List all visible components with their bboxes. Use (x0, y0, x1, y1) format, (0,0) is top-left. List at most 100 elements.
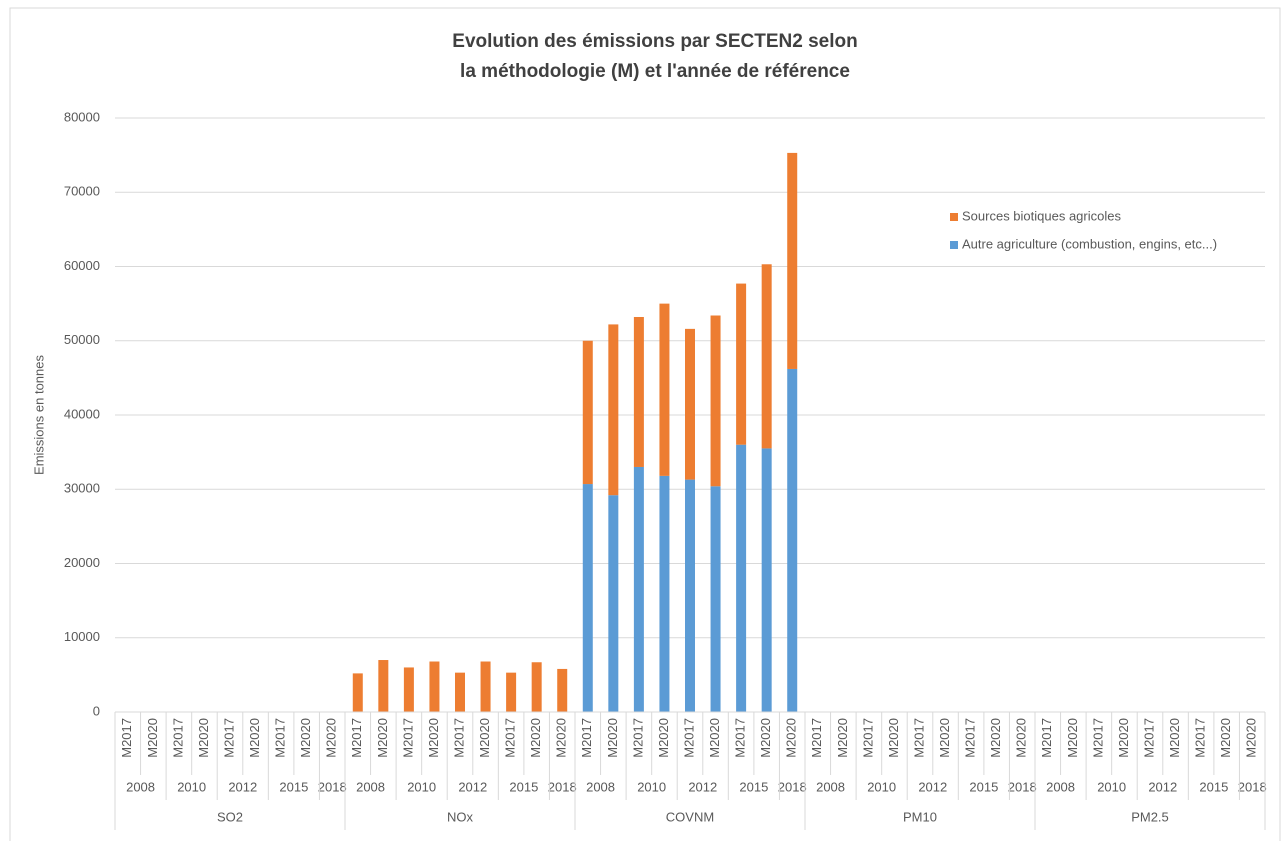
year-label: 2018 (1008, 779, 1037, 794)
y-tick-label: 50000 (64, 332, 100, 347)
bar-segment (659, 303, 670, 476)
x-tick-label: M2017 (579, 718, 594, 758)
bar-segment (582, 484, 593, 712)
year-label: 2010 (1097, 779, 1126, 794)
x-tick-label: M2017 (630, 718, 645, 758)
bar-segment (455, 672, 465, 712)
year-label: 2015 (739, 779, 768, 794)
x-tick-label: M2020 (886, 718, 901, 758)
y-tick-label: 80000 (64, 109, 100, 124)
bar-segment (710, 315, 721, 487)
bar-segment (787, 152, 798, 369)
x-tick-label: M2020 (1014, 718, 1029, 758)
x-tick-label: M2017 (733, 718, 748, 758)
year-label: 2015 (509, 779, 538, 794)
x-tick-label: M2020 (247, 718, 262, 758)
y-tick-label: 40000 (64, 406, 100, 421)
bar-segment (659, 475, 670, 712)
bar-segment (633, 466, 644, 712)
year-label: 2010 (177, 779, 206, 794)
bar-segment (378, 660, 389, 712)
y-tick-label: 20000 (64, 555, 100, 570)
year-label: 2012 (228, 779, 257, 794)
year-label: 2012 (458, 779, 487, 794)
bar-segment (685, 328, 695, 480)
bar-segment (761, 264, 772, 449)
x-tick-label: M2020 (145, 718, 160, 758)
bar-segment (761, 448, 772, 712)
year-label: 2008 (1046, 779, 1075, 794)
bar-segment (557, 668, 568, 712)
chart-title: la méthodologie (M) et l'année de référe… (460, 61, 850, 82)
x-tick-label: M2017 (860, 718, 875, 758)
legend-label: Sources biotiques agricoles (962, 208, 1121, 223)
group-label: PM10 (903, 809, 937, 824)
x-tick-label: M2017 (1141, 718, 1156, 758)
x-tick-label: M2017 (681, 718, 696, 758)
year-label: 2008 (816, 779, 845, 794)
x-tick-label: M2017 (911, 718, 926, 758)
x-tick-label: M2020 (937, 718, 952, 758)
x-tick-label: M2020 (477, 718, 492, 758)
legend-label: Autre agriculture (combustion, engins, e… (962, 236, 1217, 251)
chart-border (9, 7, 1281, 841)
x-tick-label: M2017 (273, 718, 288, 758)
year-label: 2012 (918, 779, 947, 794)
legend-swatch (950, 213, 958, 221)
x-tick-label: M2020 (1116, 718, 1131, 758)
x-tick-label: M2020 (1244, 718, 1259, 758)
bar-segment (787, 368, 798, 712)
y-tick-label: 60000 (64, 258, 100, 273)
x-tick-label: M2020 (196, 718, 211, 758)
chart-title: Evolution des émissions par SECTEN2 selo… (452, 31, 857, 52)
bar-segment (736, 283, 747, 445)
x-tick-label: M2017 (400, 718, 415, 758)
bar-segment (736, 444, 747, 712)
x-tick-label: M2020 (375, 718, 390, 758)
y-axis-label: Emissions en tonnes (31, 355, 46, 475)
x-tick-label: M2020 (1167, 718, 1182, 758)
x-tick-label: M2020 (988, 718, 1003, 758)
x-tick-label: M2017 (1039, 718, 1054, 758)
x-tick-label: M2020 (1065, 718, 1080, 758)
legend-swatch (950, 241, 958, 249)
x-tick-label: M2017 (963, 718, 978, 758)
group-label: COVNM (666, 809, 714, 824)
x-tick-label: M2020 (298, 718, 313, 758)
bar-segment (429, 661, 440, 712)
y-tick-label: 30000 (64, 481, 100, 496)
bar-segment (506, 672, 517, 712)
year-label: 2010 (867, 779, 896, 794)
x-tick-label: M2020 (528, 718, 543, 758)
x-tick-label: M2020 (758, 718, 773, 758)
x-tick-label: M2017 (503, 718, 518, 758)
year-label: 2015 (279, 779, 308, 794)
x-tick-label: M2020 (656, 718, 671, 758)
bar-segment (710, 486, 721, 712)
y-tick-label: 10000 (64, 629, 100, 644)
bar-segment (531, 662, 542, 712)
year-label: 2008 (356, 779, 385, 794)
bar-segment (582, 340, 593, 485)
x-tick-label: M2020 (835, 718, 850, 758)
group-label: SO2 (217, 809, 243, 824)
x-tick-label: M2017 (1090, 718, 1105, 758)
year-label: 2010 (637, 779, 666, 794)
x-tick-label: M2020 (605, 718, 620, 758)
bar-segment (403, 667, 414, 712)
year-label: 2018 (548, 779, 577, 794)
bar-segment (608, 324, 619, 496)
x-tick-label: M2017 (119, 718, 134, 758)
year-label: 2008 (586, 779, 615, 794)
year-label: 2012 (688, 779, 717, 794)
group-label: NOx (447, 809, 474, 824)
bar-segment (480, 661, 491, 712)
x-tick-label: M2020 (554, 718, 569, 758)
y-tick-label: 0 (93, 703, 100, 718)
bar-segment (633, 316, 644, 467)
x-tick-label: M2020 (324, 718, 339, 758)
x-tick-label: M2017 (451, 718, 466, 758)
year-label: 2010 (407, 779, 436, 794)
bar-segment (685, 479, 695, 712)
x-tick-label: M2020 (426, 718, 441, 758)
